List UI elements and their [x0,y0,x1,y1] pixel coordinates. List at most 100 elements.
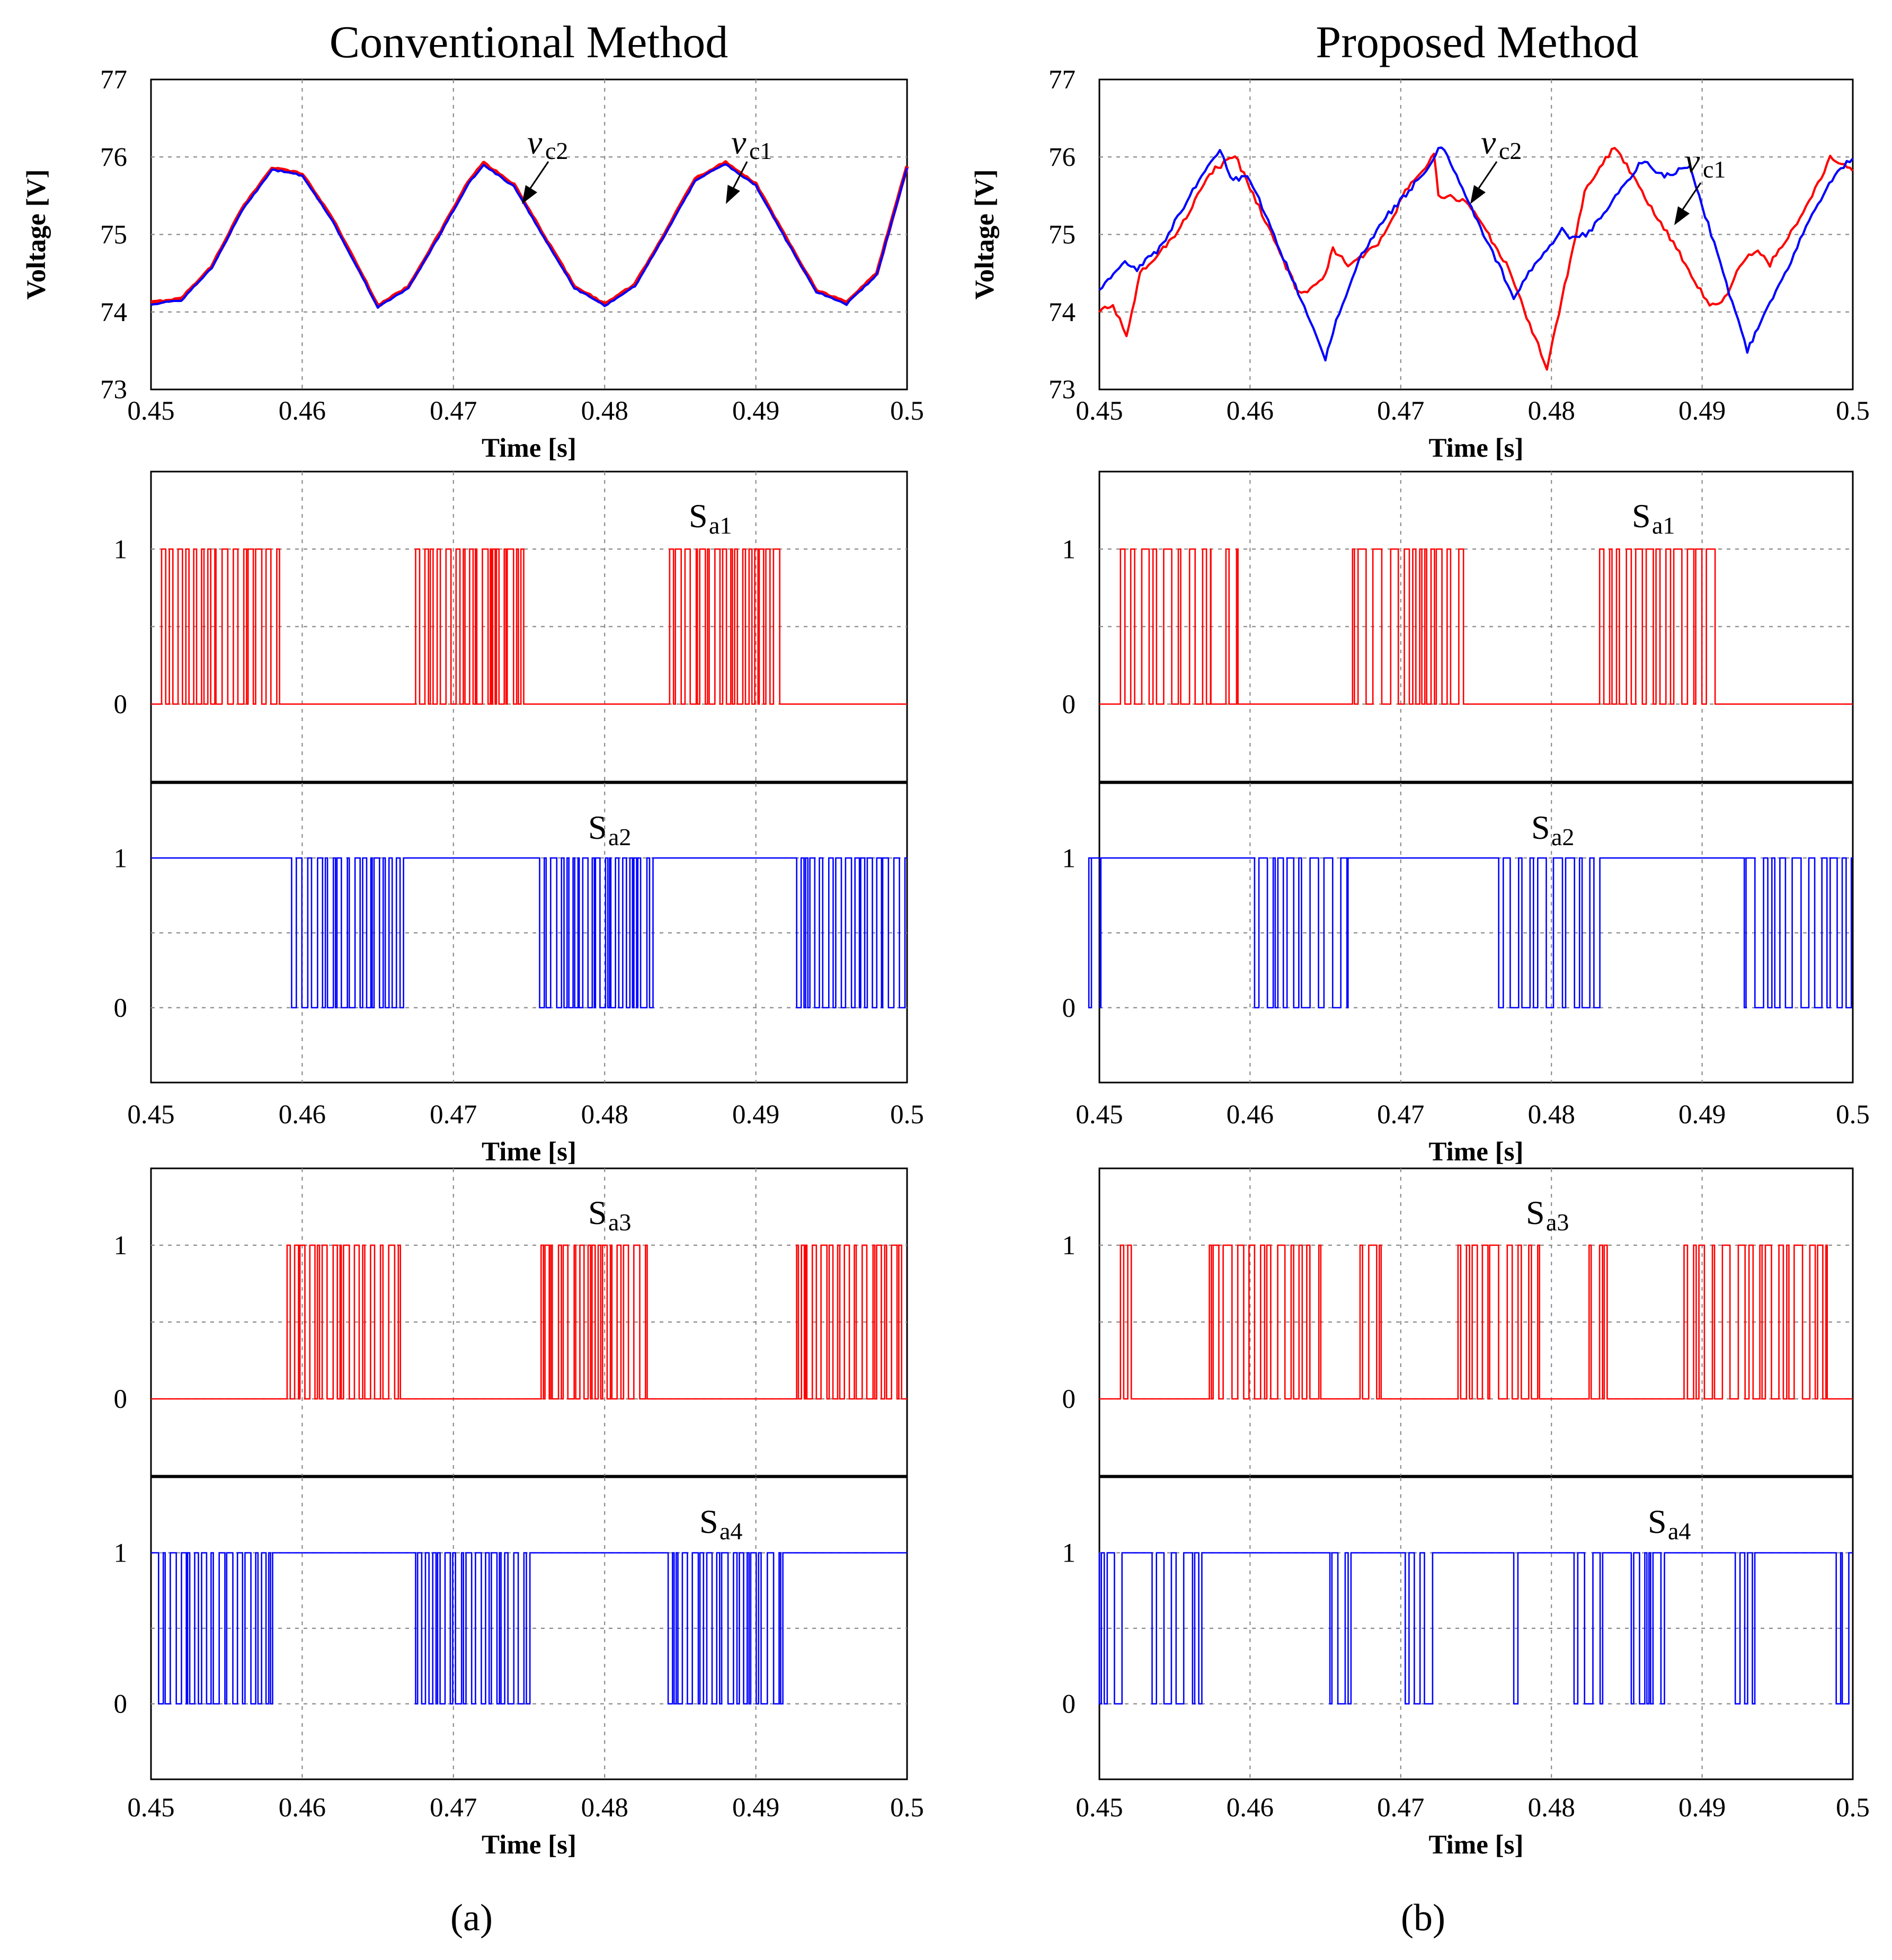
x-tick-label: 0.49 [732,1793,779,1823]
x-tick-label: 0.48 [581,1100,628,1130]
signal-Sa3-waveform [151,1244,907,1400]
x-tick-label: 0.5 [890,1793,924,1823]
x-tick-label: 0.46 [279,396,326,426]
signal-label: S [588,809,607,846]
annotation-label: v [1685,142,1700,180]
plot-b-1-2: 0 1 S a2 [1062,782,1854,1084]
x-tick-label: 0.46 [1227,396,1274,426]
plot-a-2-1: 0 1 S a3 [114,1167,908,1477]
y-tick-label: 1 [114,844,128,873]
y-tick-label: 1 [1062,1231,1076,1261]
x-axis-b-2: 0.45 0.46 0.47 0.48 0.49 0.5 Time [s] [1076,1793,1870,1860]
y-tick-label: 77 [100,65,127,95]
y-tick-label: 0 [1062,690,1076,720]
panel-label-a: (a) [450,1896,493,1939]
signal-Sa1-waveform [1099,548,1853,705]
x-tick-label: 0.46 [1227,1793,1274,1823]
x-tick-label: 0.48 [1528,1793,1575,1823]
x-tick-label: 0.46 [1227,1100,1274,1130]
x-tick-label: 0.49 [732,396,779,426]
signal-Sa3-waveform [1099,1244,1853,1400]
y-tick-label: 0 [114,690,128,720]
title-b: Proposed Method [1316,16,1638,67]
y-tick-label: 1 [114,1539,128,1568]
plot-a-1-1: 0 1 S a1 [114,471,908,783]
plot-a-1-2: 0 1 S a2 [114,782,908,1084]
signal-label-subscript: a1 [1652,512,1675,539]
x-tick-label: 0.49 [732,1100,779,1130]
y-tick-label: 75 [100,220,127,250]
annotation-vc1: v c1 [1674,142,1726,225]
annotation-subscript: c2 [545,137,568,164]
y-tick-label: 1 [1062,844,1076,873]
title-a: Conventional Method [330,16,728,67]
x-axis-label: Time [s] [482,433,576,463]
x-tick-label: 0.48 [581,1793,628,1823]
x-tick-label: 0.47 [430,396,477,426]
figure-b: Proposed Method (b) 73 74 75 76 77 Voltage [V… [970,16,1870,1939]
signal-label: S [1648,1503,1667,1540]
signal-label-subscript: a4 [1668,1518,1691,1545]
x-tick-label: 0.47 [430,1793,477,1823]
signal-label: S [588,1194,607,1231]
signal-label-subscript: a2 [1551,823,1574,850]
x-tick-label: 0.48 [1528,1100,1575,1130]
y-tick-label: 0 [114,994,128,1023]
signal-label-subscript: a3 [608,1209,631,1236]
x-tick-label: 0.48 [581,396,628,426]
x-tick-label: 0.46 [279,1100,326,1130]
y-tick-label: 74 [100,298,127,327]
x-axis-a-2: 0.45 0.46 0.47 0.48 0.49 0.5 Time [s] [127,1793,924,1860]
series-vc2-line [150,163,909,309]
signal-Sa4-waveform [151,1552,907,1705]
x-tick-label: 0.46 [279,1793,326,1823]
y-axis-label: Voltage [V] [970,170,1000,300]
series-vc2-line [1098,146,1854,362]
signal-label: S [1632,497,1651,535]
x-tick-label: 0.47 [1377,1793,1424,1823]
y-tick-label: 73 [1049,375,1076,405]
signal-label-subscript: a2 [608,823,631,850]
x-tick-label: 0.49 [1678,396,1726,426]
annotation-vc2: v c2 [522,123,568,204]
x-tick-label: 0.47 [1377,1100,1424,1130]
x-tick-label: 0.45 [127,1793,174,1823]
x-axis-a-1: 0.45 0.46 0.47 0.48 0.49 0.5 Time [s] [127,1100,924,1167]
plot-a-2-2: 0 1 S a4 [114,1476,908,1780]
x-tick-label: 0.5 [890,1100,924,1130]
y-tick-label: 0 [114,1690,128,1719]
signal-Sa2-waveform [1088,857,1853,1009]
annotation-arrowhead [726,184,740,204]
x-tick-label: 0.49 [1678,1100,1726,1130]
plot-b-1-1: 0 1 S a1 [1062,471,1854,783]
x-tick-label: 0.47 [1377,396,1424,426]
y-tick-label: 0 [1062,1385,1076,1414]
x-axis-label: Time [s] [482,1830,576,1860]
figure-a: Conventional Method (a) 73 74 75 76 77 Voltag… [22,16,924,1939]
signal-Sa1-waveform [151,548,907,705]
x-tick-label: 0.45 [1076,396,1123,426]
signal-label: S [1531,809,1550,846]
x-tick-label: 0.5 [890,396,924,426]
plot-b-2-2: 0 1 S a4 [1062,1476,1854,1780]
y-tick-label: 73 [100,375,127,405]
x-tick-label: 0.47 [430,1100,477,1130]
panel-label-b: (b) [1401,1896,1445,1939]
y-tick-label: 76 [1049,143,1076,172]
x-tick-label: 0.5 [1836,1793,1870,1823]
x-tick-label: 0.49 [1678,1793,1726,1823]
signal-label-subscript: a1 [709,512,732,539]
signal-label: S [689,497,708,535]
y-tick-label: 1 [114,535,128,564]
x-tick-label: 0.48 [1528,396,1575,426]
